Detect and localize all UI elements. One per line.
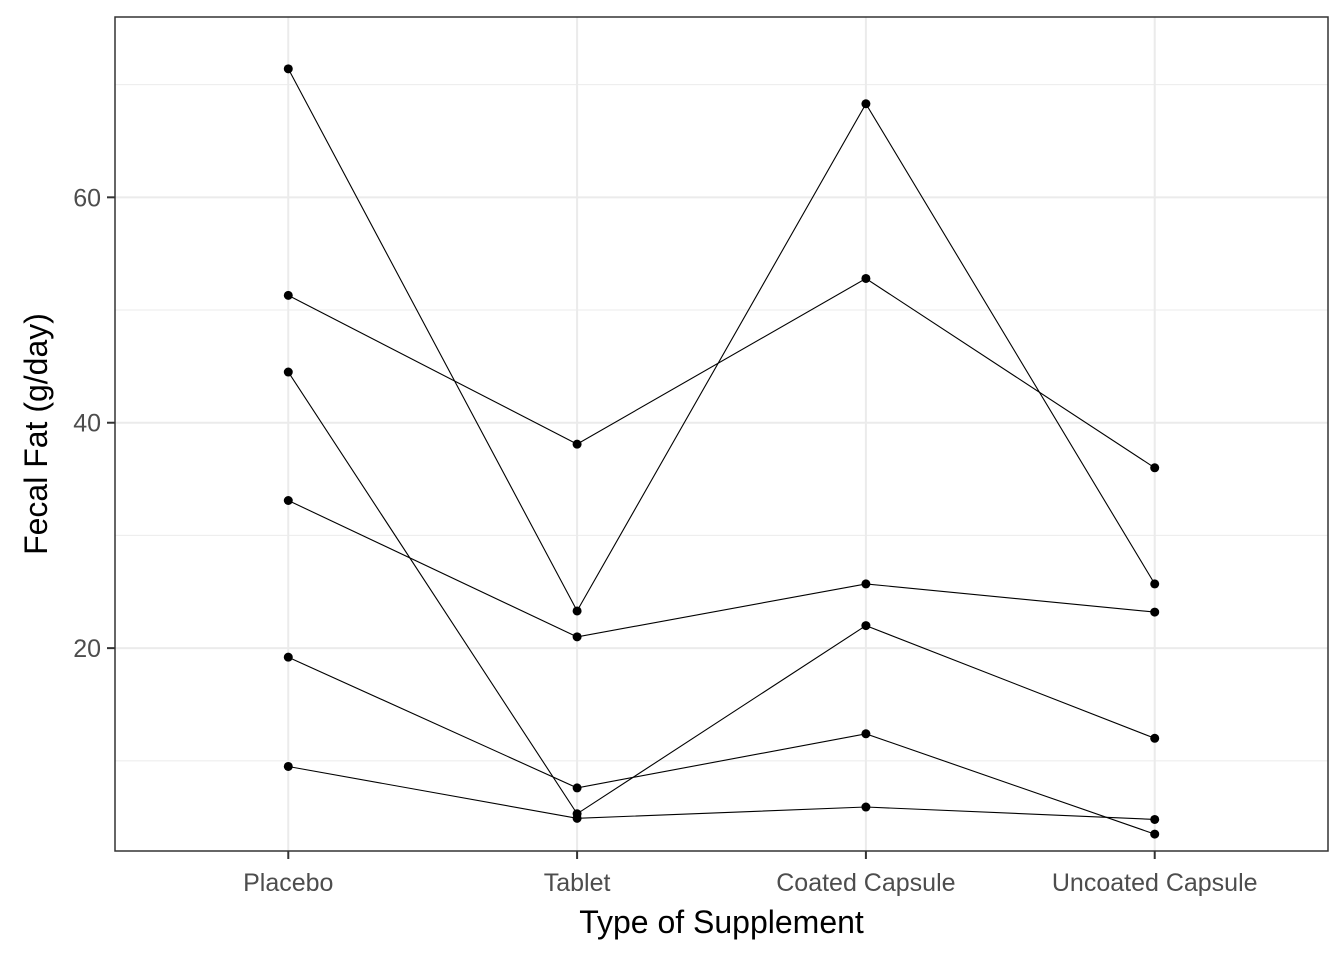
y-tick-label: 60 (73, 184, 101, 212)
data-point (283, 652, 293, 662)
axis-ticks (107, 196, 1156, 859)
data-point (1150, 463, 1160, 473)
series-lines (287, 68, 1156, 835)
x-tick-label: Placebo (243, 869, 333, 897)
data-point (861, 802, 871, 812)
series-line (287, 371, 1155, 815)
data-point (283, 761, 293, 771)
y-axis-title: Fecal Fat (g/day) (18, 313, 54, 555)
data-point (283, 495, 293, 505)
y-tick-label: 40 (73, 410, 101, 438)
series-line (288, 277, 1156, 469)
x-tick-label: Uncoated Capsule (1052, 869, 1258, 897)
data-point (572, 439, 582, 449)
data-point (861, 579, 871, 589)
data-point (1150, 829, 1160, 839)
data-point (572, 606, 582, 616)
data-point (861, 729, 871, 739)
series-line (287, 68, 1156, 613)
series-points (283, 64, 1160, 839)
data-point (572, 632, 582, 642)
data-point (1150, 607, 1160, 617)
series-line (288, 500, 1155, 638)
data-point (283, 290, 293, 300)
data-point (572, 813, 582, 823)
data-point (861, 273, 871, 283)
y-tick-labels: 20 40 60 (73, 184, 101, 663)
series-line (288, 765, 1155, 820)
panel-border (114, 16, 1329, 852)
x-tick-labels: Placebo Tablet Coated Capsule Uncoated Caps… (243, 869, 1257, 897)
data-point (1150, 579, 1160, 589)
data-point (1150, 733, 1160, 743)
data-point (572, 783, 582, 793)
x-tick-label: Tablet (544, 869, 611, 897)
data-point (1150, 814, 1160, 824)
data-point (283, 64, 293, 74)
x-axis-title: Type of Supplement (579, 904, 864, 940)
data-point (861, 621, 871, 631)
major-gridlines (115, 17, 1328, 851)
y-tick-label: 20 (73, 635, 101, 663)
series-line (288, 656, 1155, 835)
data-point (283, 367, 293, 377)
x-tick-label: Coated Capsule (776, 869, 955, 897)
data-point (861, 99, 871, 109)
